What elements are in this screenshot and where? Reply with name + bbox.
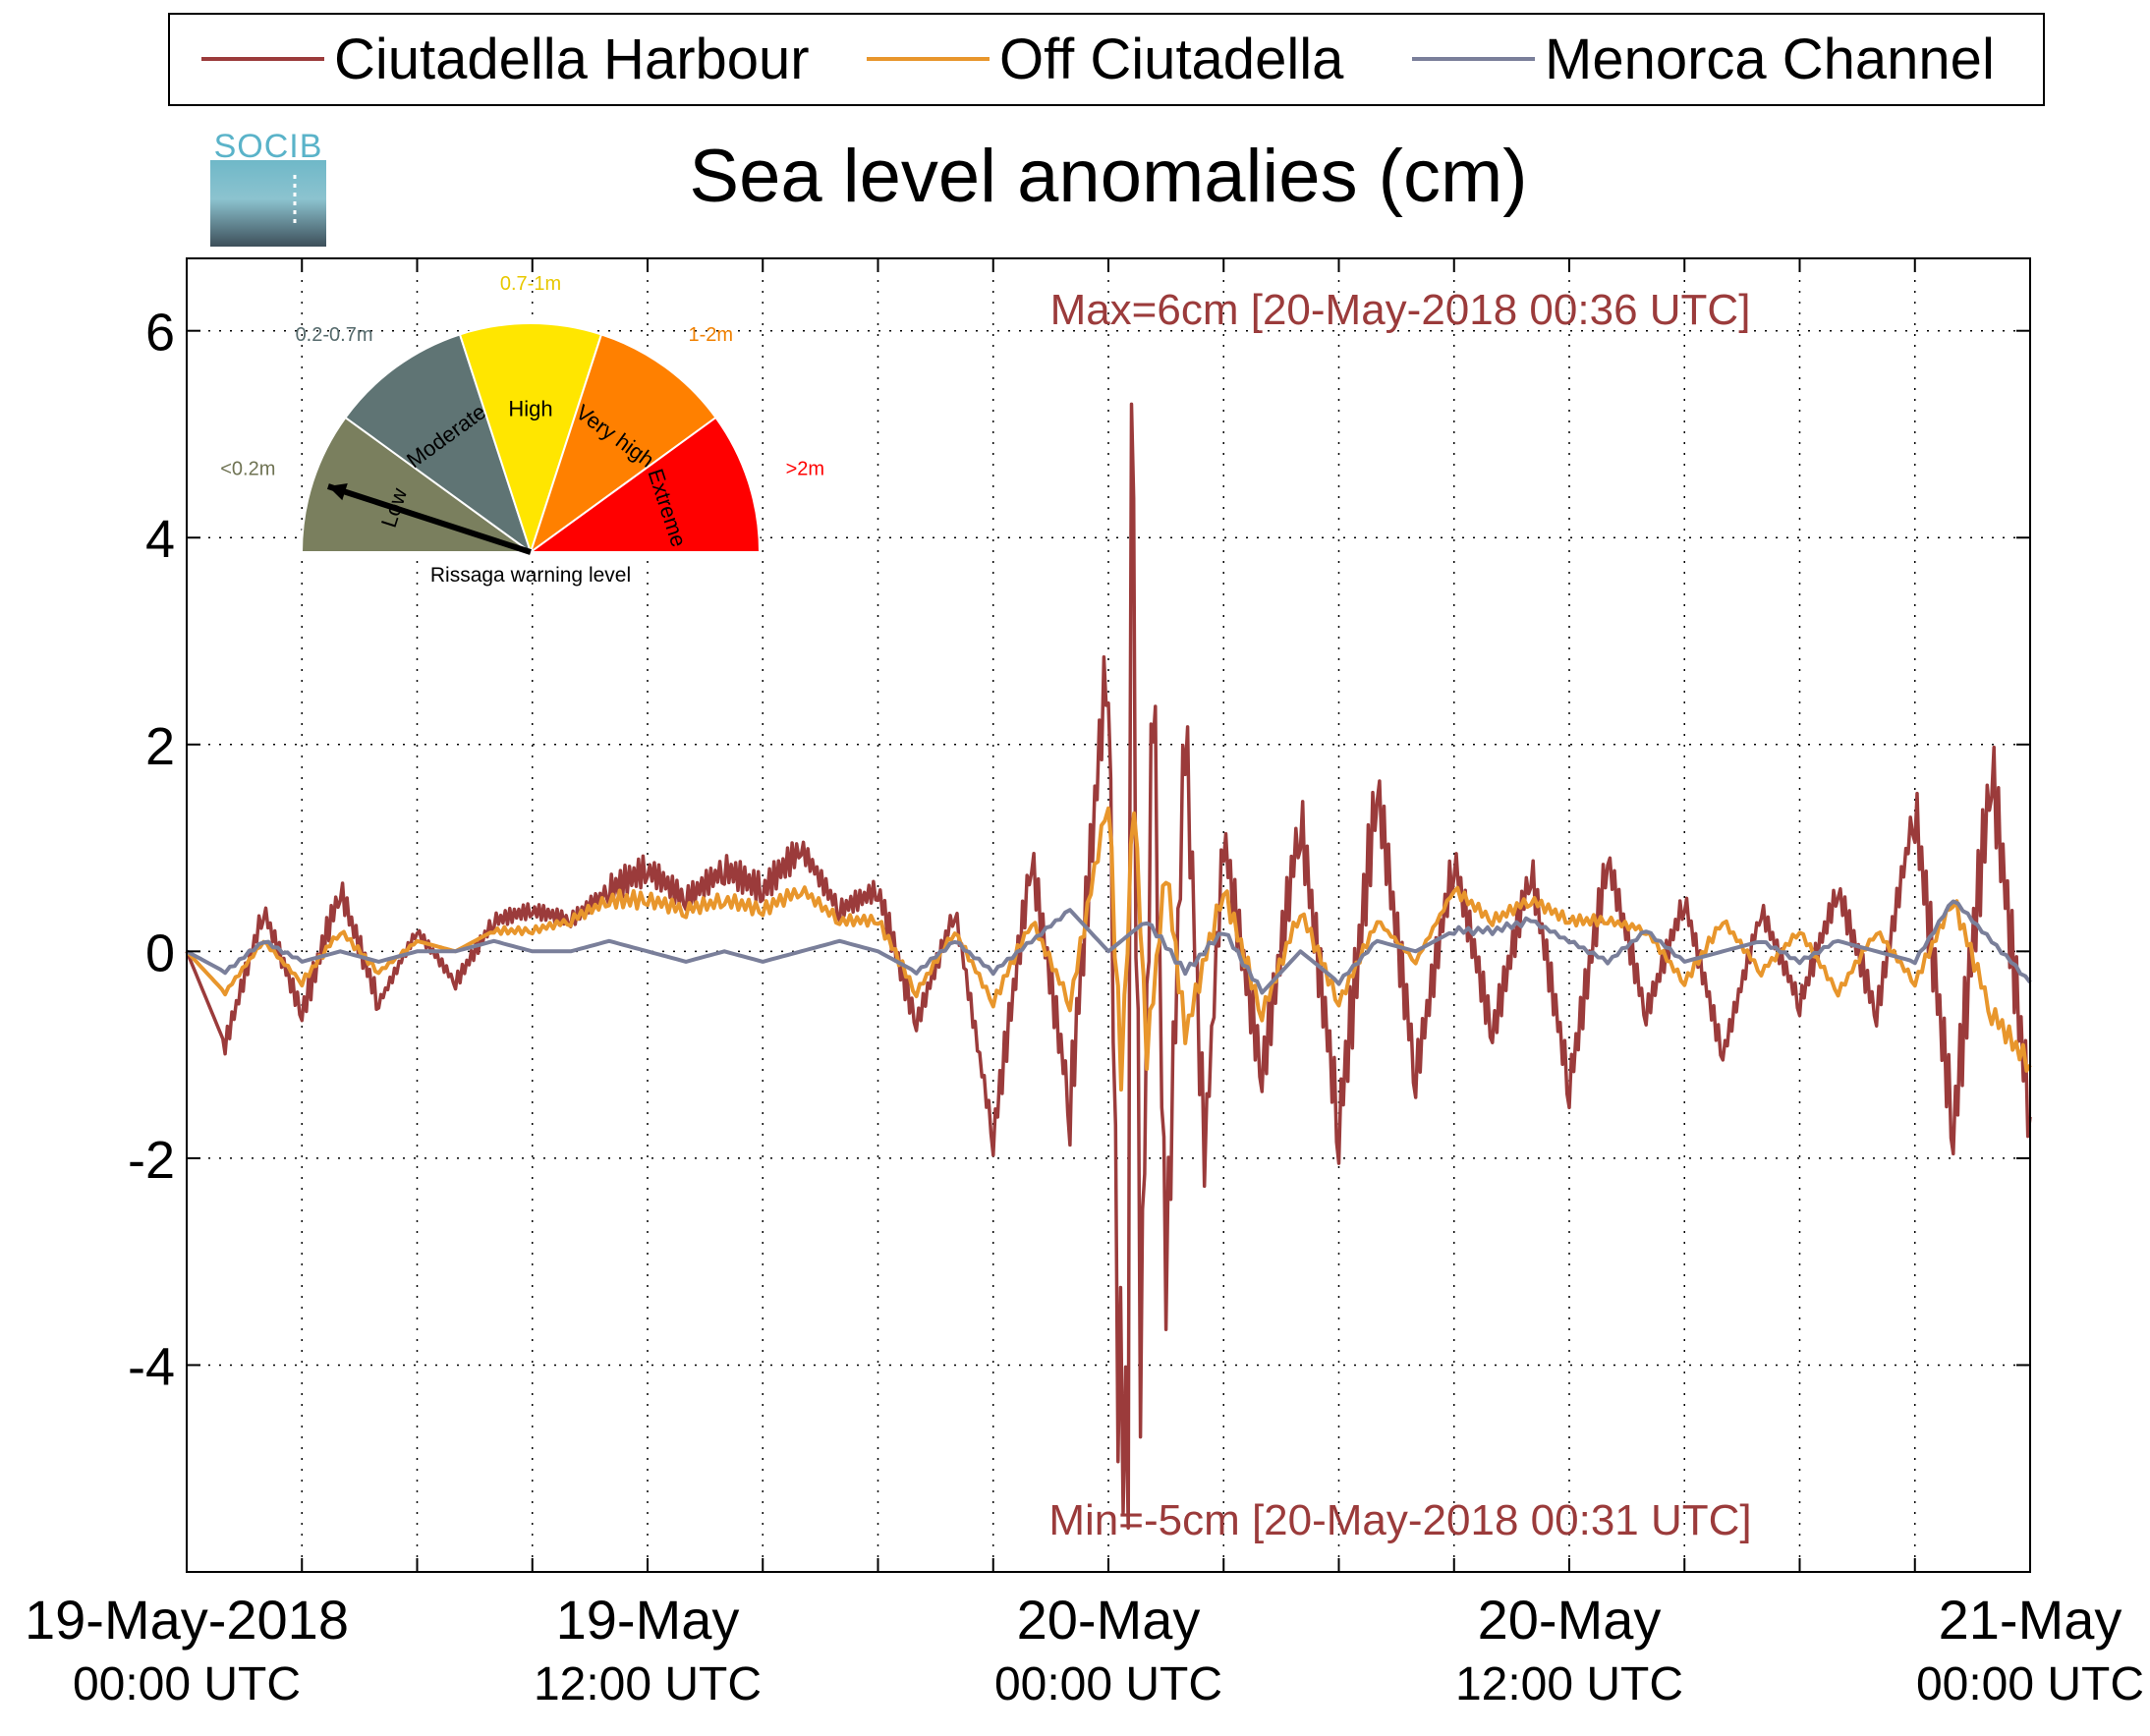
gauge-segment — [344, 333, 533, 555]
gauge-range-label: 1-2m — [689, 324, 734, 346]
x-tick-label-time: 00:00 UTC — [73, 1658, 301, 1710]
x-tick-label-time: 12:00 UTC — [1455, 1658, 1683, 1710]
x-tick-label-time: 00:00 UTC — [994, 1658, 1222, 1710]
x-tick-label-date: 19-May-2018 — [25, 1589, 349, 1651]
x-tick-label-date: 20-May — [1017, 1589, 1201, 1651]
x-tick-label-date: 20-May — [1478, 1589, 1662, 1651]
gauge-range-label: 0.7-1m — [500, 273, 561, 295]
y-tick-labels: -4 -2 0 2 4 6 — [128, 304, 175, 1397]
series-line-off-ciutadella — [185, 806, 2032, 1092]
logo-text: SOCIB — [214, 128, 323, 165]
y-tick-label: -2 — [128, 1131, 175, 1190]
legend-label: Off Ciutadella — [999, 28, 1344, 91]
y-tick-label: -4 — [128, 1337, 175, 1396]
min-annotation: Min=-5cm [20-May-2018 00:31 UTC] — [1048, 1496, 1751, 1544]
gauge-segment — [527, 416, 762, 553]
gauge-segment — [529, 333, 717, 555]
chart-title: Sea level anomalies (cm) — [689, 135, 1527, 218]
x-tick-label-date: 19-May — [556, 1589, 740, 1651]
x-tick-label-time: 00:00 UTC — [1916, 1658, 2144, 1710]
legend-box — [168, 13, 2045, 106]
gauge-range-label: >2m — [786, 459, 824, 480]
gauge-caption: Rissaga warning level — [430, 564, 631, 587]
series-line-menorca-channel — [186, 899, 2032, 995]
x-tick-label-date: 21-May — [1939, 1589, 2122, 1651]
x-tick-label-time: 12:00 UTC — [534, 1658, 762, 1710]
axis-ticks — [186, 258, 2031, 1572]
max-annotation: Max=6cm [20-May-2018 00:36 UTC] — [1050, 286, 1751, 334]
gauge-segment — [458, 321, 603, 556]
socib-logo: SOCIB — [210, 128, 326, 247]
gauge-needle — [326, 483, 532, 555]
series-line-ciutadella-harbour — [185, 402, 2032, 1530]
legend-label: Menorca Channel — [1545, 28, 1995, 91]
logo-block — [210, 160, 326, 247]
y-tick-label: 4 — [145, 510, 175, 569]
x-tick-labels: 19-May-2018 00:00 UTC 19-May 12:00 UTC 20-Ma… — [25, 1589, 2144, 1710]
legend: Ciutadella Harbour Off Ciutadella Menorca … — [168, 13, 2045, 106]
gauge-range-label: 0.2-0.7m — [296, 324, 373, 346]
y-tick-label: 6 — [145, 304, 175, 363]
series-group — [185, 402, 2032, 1530]
y-tick-label: 0 — [145, 924, 175, 982]
y-tick-label: 2 — [145, 717, 175, 776]
legend-label: Ciutadella Harbour — [334, 28, 810, 91]
gauge-segment — [300, 416, 535, 553]
gauge-segment-label: High — [508, 396, 552, 420]
gauge-needle-head — [327, 483, 348, 501]
gauge-range-label: <0.2m — [220, 459, 275, 480]
